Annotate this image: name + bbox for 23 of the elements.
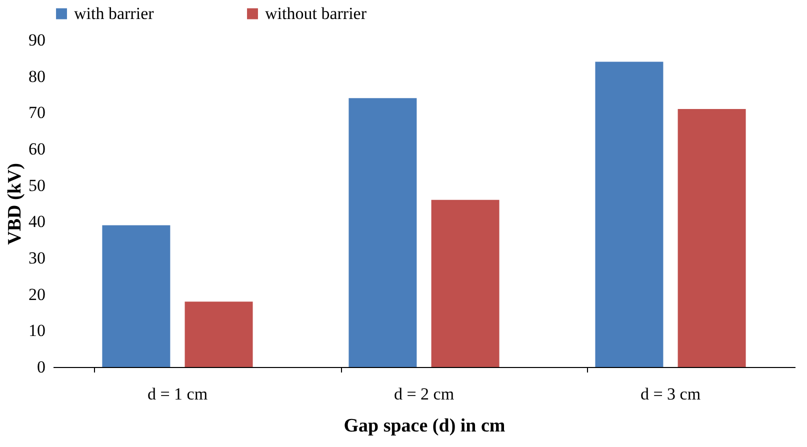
legend-label: without barrier	[265, 4, 367, 23]
bar	[184, 302, 253, 367]
y-tick-label: 60	[28, 140, 46, 158]
y-tick-label: 30	[28, 248, 46, 268]
y-tick-label: 70	[28, 103, 46, 122]
bar	[348, 98, 417, 367]
y-tick-label: 50	[28, 176, 46, 195]
bar	[595, 62, 664, 367]
x-tick-label: d = 1 cm	[147, 384, 208, 404]
y-tick-label: 0	[37, 358, 46, 376]
y-tick-label: 40	[28, 212, 46, 232]
y-tick-label: 80	[28, 66, 46, 86]
y-tick-label: 20	[28, 284, 46, 304]
bar	[431, 200, 500, 367]
bar	[102, 225, 170, 367]
y-tick-label: 10	[28, 321, 46, 340]
y-tick-label: 90	[28, 30, 46, 50]
x-tick-label: d = 3 cm	[640, 384, 701, 404]
x-axis-title: Gap space (d) in cm	[344, 416, 506, 436]
x-tick-label: d = 2 cm	[394, 384, 454, 404]
y-axis-title: VBD (kV)	[4, 163, 26, 245]
legend-label: with barrier	[74, 4, 154, 23]
bar	[678, 109, 746, 367]
